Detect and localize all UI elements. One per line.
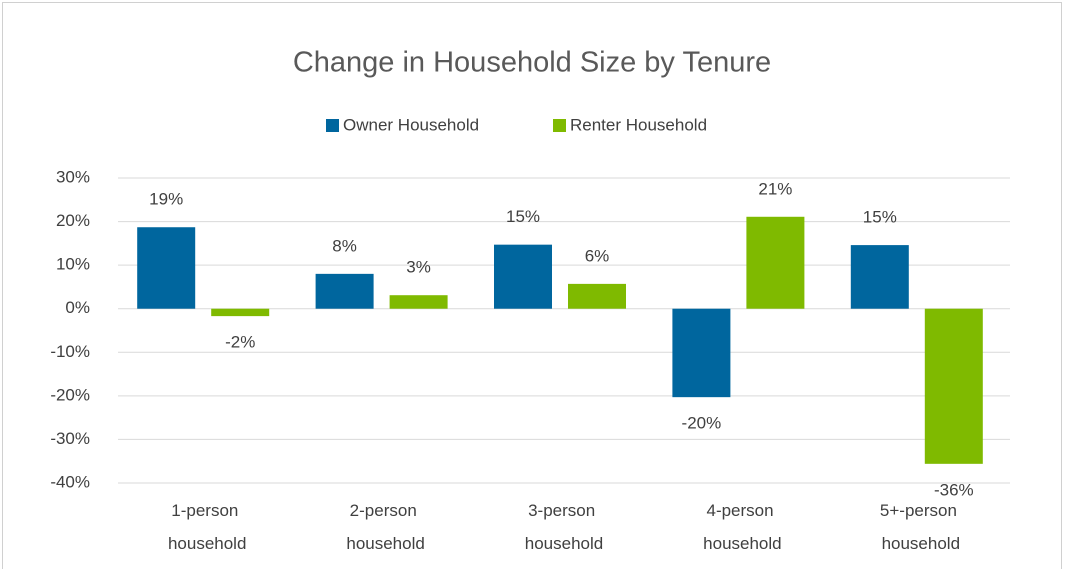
bar bbox=[672, 308, 731, 398]
data-label: 15% bbox=[863, 208, 897, 227]
y-tick-label: 30% bbox=[56, 167, 90, 186]
bar bbox=[924, 308, 983, 464]
bar bbox=[494, 244, 552, 309]
y-tick-label: 0% bbox=[65, 298, 90, 317]
y-tick-label: -40% bbox=[50, 472, 90, 491]
data-label: 21% bbox=[758, 179, 792, 198]
bar bbox=[315, 273, 374, 309]
data-label: -20% bbox=[682, 414, 722, 433]
data-label: 15% bbox=[506, 207, 540, 226]
chart-title: Change in Household Size by Tenure bbox=[293, 47, 771, 79]
legend-swatch bbox=[553, 119, 566, 132]
y-tick-label: -10% bbox=[50, 342, 90, 361]
bar bbox=[746, 216, 805, 309]
y-tick-label: -20% bbox=[50, 385, 90, 404]
bar bbox=[211, 308, 270, 317]
x-tick-label: 1-person household bbox=[168, 501, 246, 553]
data-label: -36% bbox=[934, 480, 974, 499]
data-label: 19% bbox=[149, 190, 183, 209]
x-tick-label: 5+-person household bbox=[880, 501, 962, 553]
data-label: 8% bbox=[332, 236, 357, 255]
data-label: -2% bbox=[225, 333, 255, 352]
data-label: 3% bbox=[406, 258, 431, 277]
legend-swatch bbox=[326, 119, 339, 132]
y-tick-label: 20% bbox=[56, 211, 90, 230]
bar bbox=[389, 295, 448, 309]
data-label: 6% bbox=[585, 246, 610, 265]
x-tick-label: 3-person household bbox=[525, 501, 603, 553]
x-tick-label: 4-person household bbox=[703, 501, 781, 553]
bar bbox=[568, 283, 626, 309]
bar bbox=[850, 245, 909, 309]
bar bbox=[137, 227, 196, 309]
legend-label: Owner Household bbox=[343, 115, 479, 134]
x-tick-label: 2-person household bbox=[346, 501, 424, 553]
y-tick-label: 10% bbox=[56, 255, 90, 274]
y-tick-label: -30% bbox=[50, 429, 90, 448]
legend-label: Renter Household bbox=[570, 115, 707, 134]
